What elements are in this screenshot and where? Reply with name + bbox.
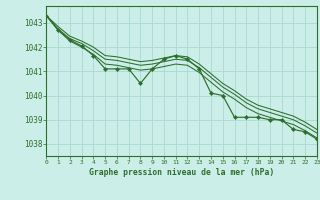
X-axis label: Graphe pression niveau de la mer (hPa): Graphe pression niveau de la mer (hPa) [89, 168, 274, 177]
